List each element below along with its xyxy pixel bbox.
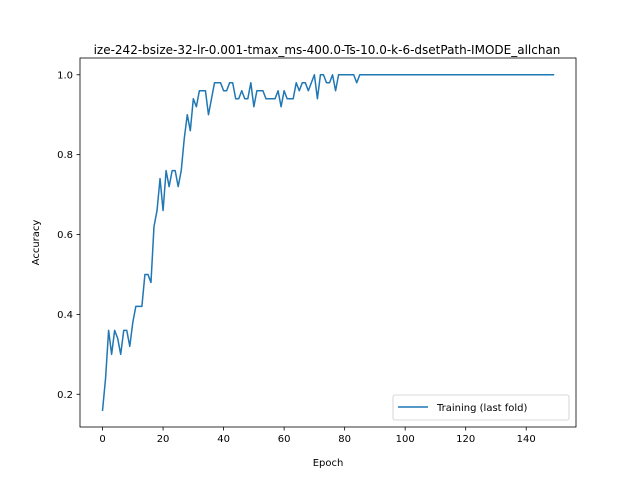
y-axis-label: Accuracy bbox=[31, 220, 42, 266]
legend: Training (last fold) bbox=[392, 394, 570, 421]
x-axis-label: Epoch bbox=[313, 458, 344, 469]
y-tick-label: 1.0 bbox=[57, 70, 73, 81]
y-tick-label: 0.6 bbox=[57, 230, 73, 241]
x-tick-label: 140 bbox=[517, 434, 536, 445]
axis-ticks: 0 20 40 60 80 100 120 140 0.2 0.4 0.6 0.8 1.0 bbox=[57, 70, 536, 445]
y-tick-label: 0.4 bbox=[57, 310, 73, 321]
x-tick-label: 60 bbox=[278, 434, 291, 445]
series-layer bbox=[101, 74, 555, 412]
y-tick-label: 0.8 bbox=[57, 150, 73, 161]
legend-box bbox=[392, 394, 570, 421]
legend-label: Training (last fold) bbox=[436, 403, 528, 414]
x-tick-label: 0 bbox=[99, 434, 105, 445]
x-tick-label: 40 bbox=[217, 434, 230, 445]
chart-title: ize-242-bsize-32-lr-0.001-tmax_ms-400.0-… bbox=[94, 43, 561, 57]
plot-frame bbox=[79, 57, 577, 428]
x-tick-label: 120 bbox=[456, 434, 475, 445]
x-tick-label: 100 bbox=[396, 434, 415, 445]
series-line bbox=[101, 74, 555, 412]
y-tick-label: 0.2 bbox=[57, 390, 73, 401]
x-tick-label: 80 bbox=[338, 434, 351, 445]
x-tick-label: 20 bbox=[157, 434, 170, 445]
